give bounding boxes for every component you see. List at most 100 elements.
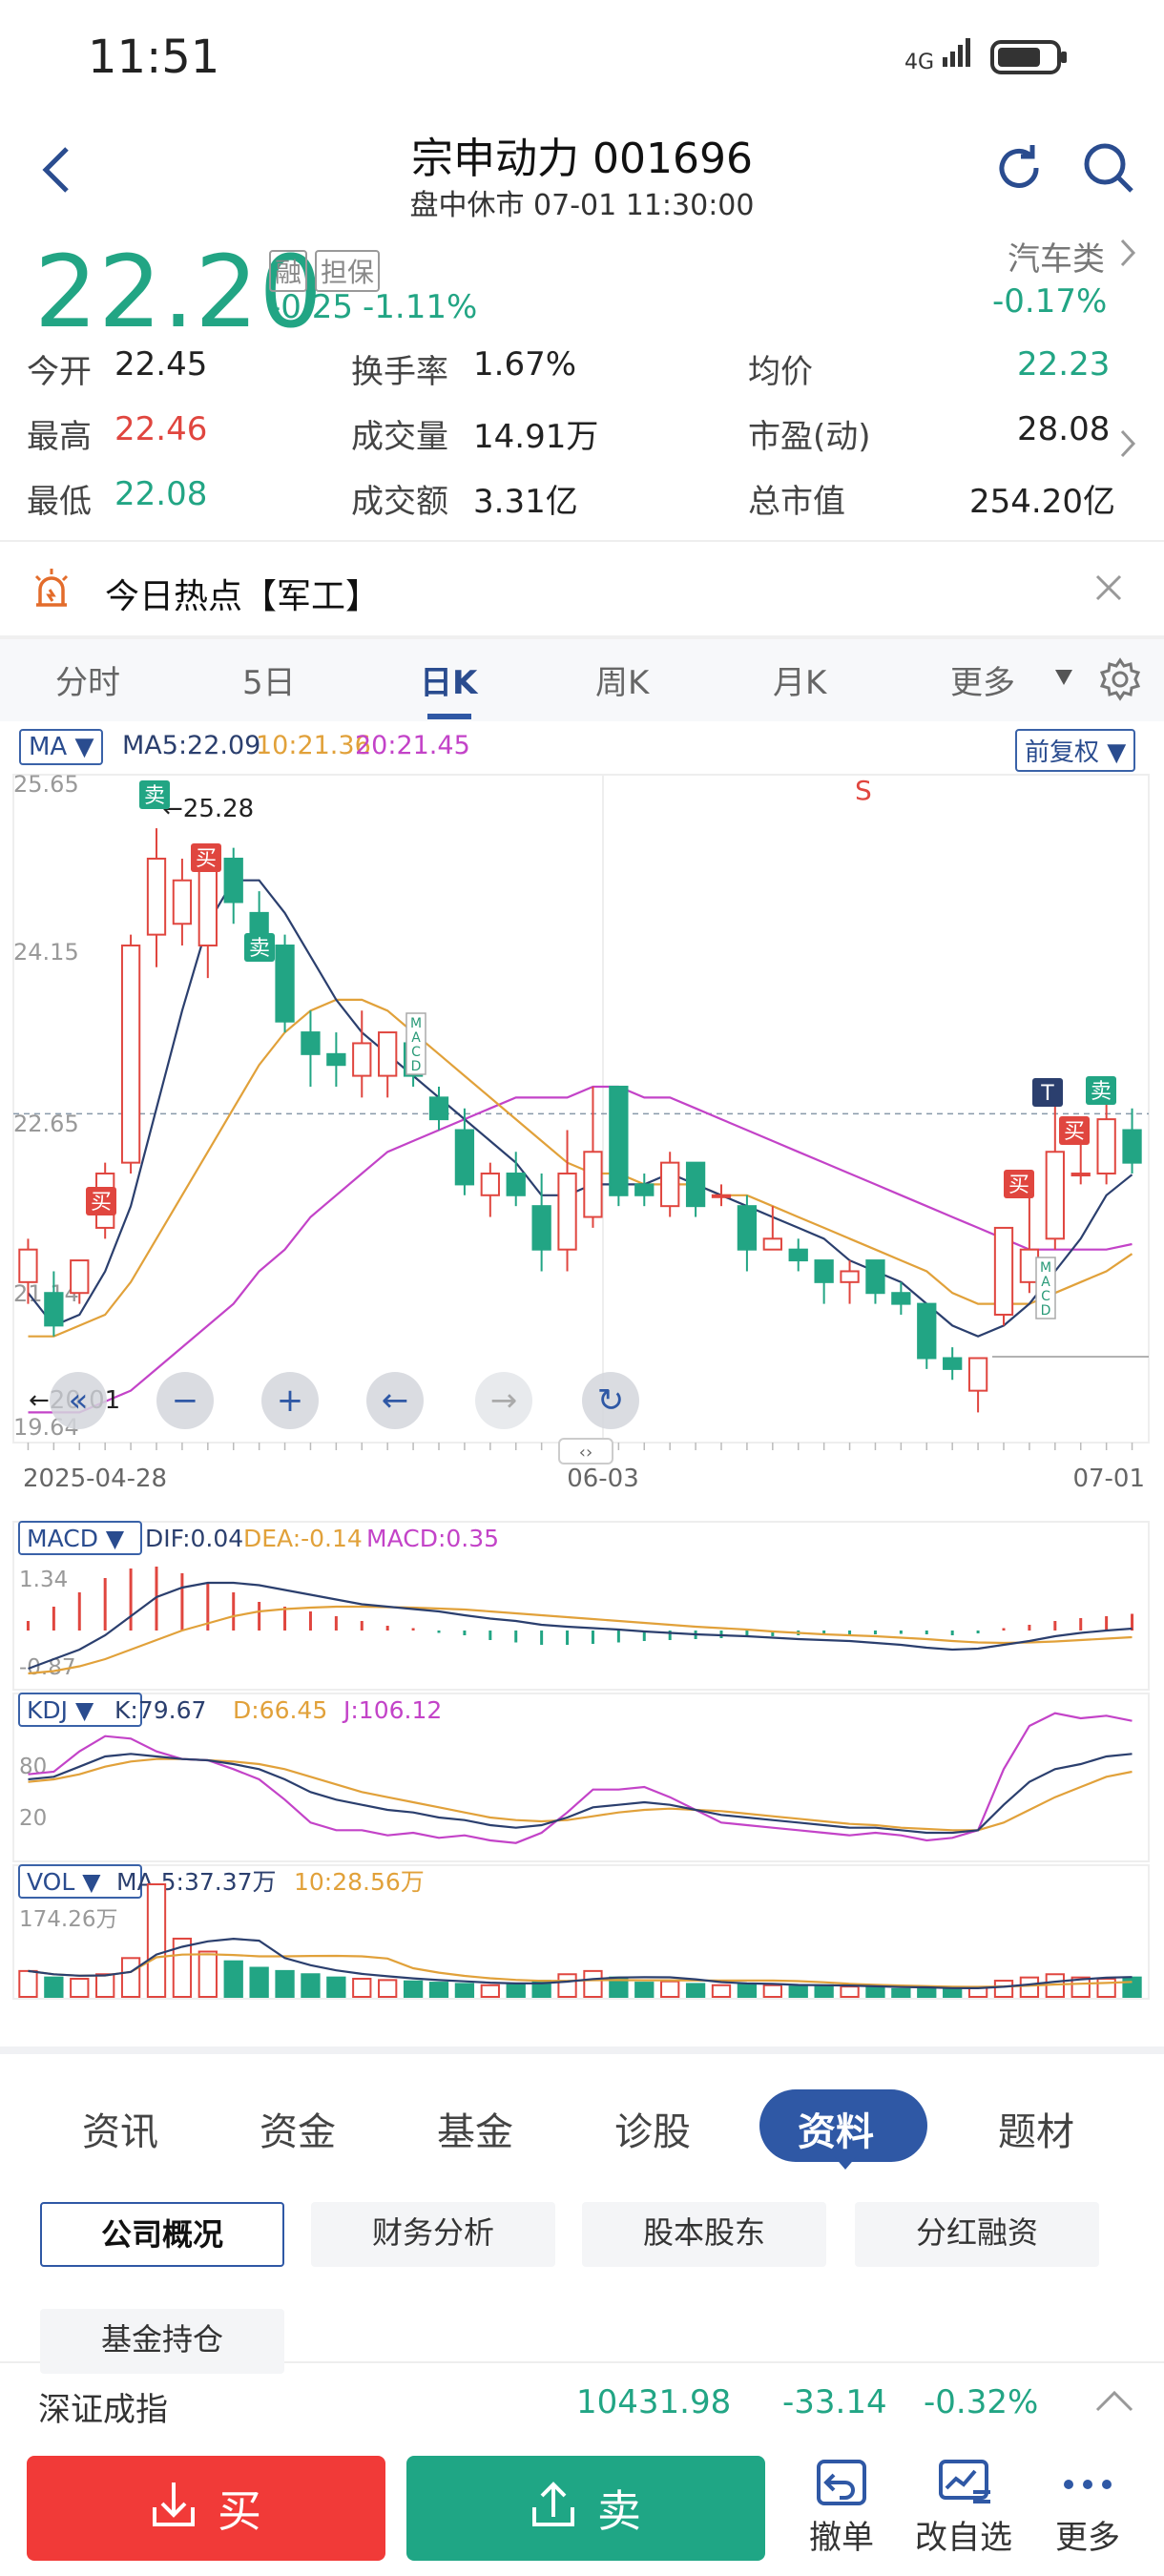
bottom-tab[interactable]: 资金 — [260, 2110, 336, 2154]
ma20-value: 20:21.45 — [355, 731, 470, 760]
chevron-up-icon[interactable] — [1093, 2385, 1135, 2418]
volume-bar — [865, 1986, 885, 1998]
candle-body — [891, 1292, 911, 1305]
candle-body — [762, 1237, 782, 1251]
candle-body — [172, 879, 193, 925]
s-marker: S — [855, 775, 872, 806]
double-chevron-left-icon[interactable] — [50, 1372, 107, 1429]
chart-tab[interactable]: 更多 — [950, 664, 1015, 702]
bottom-tab[interactable]: 基金 — [437, 2110, 513, 2154]
chart-tab[interactable]: 分时 — [55, 664, 120, 702]
stat-value: 22.08 — [114, 475, 208, 513]
dropdown-triangle-icon[interactable] — [1053, 668, 1074, 691]
sub-tab[interactable]: 股本股东 — [582, 2202, 826, 2267]
sub-tab[interactable]: 分红融资 — [855, 2202, 1099, 2267]
arrow-left-icon[interactable] — [366, 1372, 424, 1429]
volume-bar — [1096, 1978, 1116, 1999]
macd-dea: DEA:-0.14 — [243, 1525, 363, 1552]
indicator-panes[interactable]: MACD ▼ DIF:0.04 DEA:-0.14 MACD:0.351.34-0.8… — [0, 1512, 1164, 2008]
sell-button[interactable]: 卖 — [406, 2456, 765, 2561]
sector-name[interactable]: 汽车类 — [1008, 240, 1105, 279]
edit-watchlist-button[interactable]: 改自选 — [906, 2458, 1021, 2563]
volume-bar — [737, 1983, 758, 1998]
volume-bar — [352, 1978, 372, 1999]
buy-badge-bg — [1004, 1170, 1034, 1198]
hot-topic-text[interactable]: 今日热点【军工】 — [105, 577, 381, 616]
candle-body — [1096, 1118, 1116, 1175]
chart-tab-bar — [0, 639, 1164, 721]
date-axis-label: 2025-04-28 — [23, 1465, 167, 1493]
rotate-icon[interactable] — [582, 1372, 639, 1429]
arrow-right-icon[interactable] — [475, 1372, 532, 1429]
divider — [0, 635, 1164, 639]
tag-collateral: 担保 — [315, 250, 381, 292]
candle-body — [1070, 1173, 1091, 1177]
refresh-icon[interactable] — [992, 141, 1046, 198]
macd-axis-top: 1.34 — [19, 1568, 68, 1592]
ma10-line — [28, 998, 1133, 1338]
candle-body — [634, 1183, 655, 1196]
candle-body — [428, 1096, 449, 1121]
stat-label: 换手率 — [351, 353, 448, 391]
chart-tab[interactable]: 月K — [773, 664, 827, 702]
buy-badge: 买 — [196, 847, 217, 871]
close-icon[interactable] — [1093, 572, 1124, 607]
buy-badge-bg — [86, 1187, 116, 1215]
zoom-in-icon[interactable] — [261, 1372, 319, 1429]
bottom-tab[interactable]: 诊股 — [614, 2110, 691, 2154]
kline-chart[interactable]: 25.6524.1522.6521.1419.64←25.28←20.01S卖买… — [0, 771, 1164, 1496]
search-icon[interactable] — [1082, 141, 1135, 198]
arrow-left-icon-glyph: ← — [382, 1381, 409, 1420]
sell-label: 卖 — [597, 2485, 641, 2537]
volume-bar — [275, 1969, 295, 1999]
more-dots-icon — [1064, 2480, 1112, 2489]
volume-bar — [1019, 1976, 1040, 1999]
back-icon[interactable] — [38, 143, 76, 200]
candle-body — [70, 1259, 90, 1295]
double-chevron-left-icon-bg — [50, 1372, 107, 1429]
chevron-right-icon[interactable] — [1116, 427, 1139, 464]
candle-body — [685, 1161, 706, 1208]
adjust-select[interactable]: 前复权 ▼ — [1015, 729, 1136, 772]
macd-frame — [12, 1521, 1150, 1691]
ma5-line — [27, 879, 1133, 1338]
zoom-out-icon-glyph: − — [172, 1381, 199, 1420]
battery-icon — [990, 38, 1070, 80]
macd-marker-char: C — [411, 1045, 421, 1060]
volume-bar — [326, 1976, 346, 1999]
scroll-handle-icon[interactable] — [558, 1438, 613, 1465]
ma-select[interactable]: MA ▼ — [19, 729, 104, 765]
chart-tab[interactable]: 日K — [420, 664, 478, 702]
sub-tab[interactable]: 公司概况 — [40, 2202, 284, 2267]
cancel-order-button[interactable]: 撤单 — [794, 2458, 889, 2563]
kdj-k-line — [28, 1753, 1133, 1835]
sub-tab[interactable]: 基金持仓 — [40, 2309, 284, 2374]
vol-ma10-line — [28, 1953, 1133, 1988]
zoom-out-icon[interactable] — [156, 1372, 214, 1429]
chart-tab[interactable]: 5日 — [242, 664, 296, 702]
candle-body — [1045, 1151, 1065, 1240]
status-time: 11:51 — [88, 31, 220, 84]
gear-icon[interactable] — [1097, 656, 1143, 706]
index-bar[interactable] — [0, 2361, 1164, 2451]
price-change: -0.25 — [269, 288, 353, 326]
sub-tab[interactable]: 财务分析 — [311, 2202, 555, 2267]
more-button[interactable]: 更多 — [1040, 2458, 1135, 2563]
bottom-tab[interactable]: 题材 — [998, 2110, 1074, 2154]
volume-bar — [917, 1986, 937, 1998]
macd-dif: DIF:0.04 — [145, 1525, 243, 1552]
volume-bar — [378, 1979, 398, 1999]
chart-tab[interactable]: 周K — [595, 664, 650, 702]
macd-marker-char: M — [1040, 1260, 1051, 1276]
volume-bar — [95, 1973, 115, 1999]
price-pane-frame — [12, 774, 1150, 1444]
ma10-value: 10:21.36 — [256, 731, 371, 760]
buy-button[interactable]: 买 — [27, 2456, 385, 2561]
index-change: -33.14 — [782, 2383, 887, 2421]
zoom-out-icon-bg — [156, 1372, 214, 1429]
bottom-tab[interactable]: 资料 — [798, 2110, 874, 2154]
bottom-tab[interactable]: 资讯 — [82, 2110, 158, 2154]
candle-body — [120, 945, 141, 1164]
chevron-right-icon[interactable] — [1116, 237, 1139, 273]
dea-line — [28, 1605, 1133, 1675]
